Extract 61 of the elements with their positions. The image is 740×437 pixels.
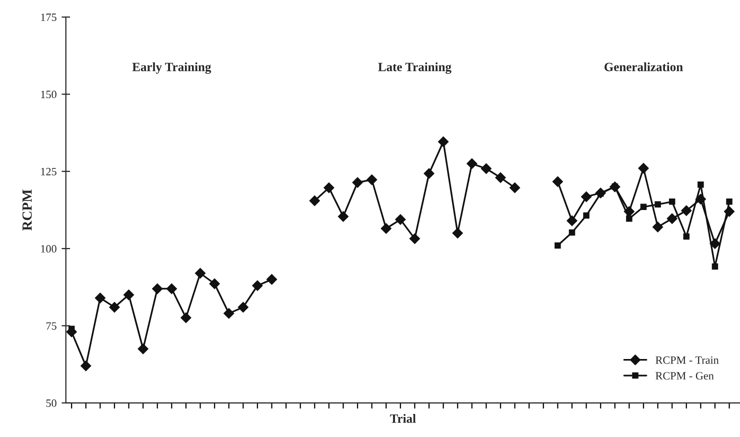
annotation: Early Training xyxy=(132,62,212,74)
point xyxy=(626,215,632,222)
point xyxy=(152,283,163,294)
point xyxy=(252,280,263,291)
y-tick-label: 150 xyxy=(41,90,56,98)
point xyxy=(552,176,563,187)
x-axis-title: Trial xyxy=(390,414,416,423)
point xyxy=(138,344,148,354)
point xyxy=(510,182,520,193)
point xyxy=(94,292,106,304)
point xyxy=(466,158,478,169)
point xyxy=(380,223,392,234)
point xyxy=(726,198,732,205)
point xyxy=(266,274,277,285)
annotation: Generalization xyxy=(604,62,683,72)
point xyxy=(583,212,590,219)
point xyxy=(195,268,206,278)
point xyxy=(698,182,704,188)
point xyxy=(481,163,492,174)
y-tick-label: 75 xyxy=(46,322,56,330)
point xyxy=(681,205,692,216)
point xyxy=(238,302,248,312)
point xyxy=(209,278,220,289)
point xyxy=(566,216,578,226)
point xyxy=(180,312,192,323)
point xyxy=(452,228,463,238)
y-tick-label: 50 xyxy=(46,399,56,407)
point xyxy=(109,302,120,312)
point xyxy=(668,198,676,205)
y-tick-label: 125 xyxy=(41,168,56,176)
point xyxy=(666,213,678,224)
point xyxy=(309,196,320,206)
point xyxy=(683,233,690,240)
y-axis-title: RCPM xyxy=(22,190,32,231)
point xyxy=(338,211,348,222)
point xyxy=(324,182,334,193)
annotation: Late Training xyxy=(378,62,452,74)
point xyxy=(712,263,718,270)
point xyxy=(224,308,234,319)
point xyxy=(366,174,378,185)
y-tick-label: 100 xyxy=(41,245,56,253)
point xyxy=(554,242,561,249)
legend-label: RCPM - Gen xyxy=(656,372,714,380)
point xyxy=(80,360,92,372)
point xyxy=(495,172,506,183)
point xyxy=(652,222,663,232)
point xyxy=(166,283,177,294)
point xyxy=(438,136,449,147)
point xyxy=(568,229,576,236)
point xyxy=(395,214,406,225)
legend-label: RCPM - Train xyxy=(656,356,719,364)
point xyxy=(352,177,363,188)
point xyxy=(638,163,649,174)
point xyxy=(424,168,434,179)
point xyxy=(710,238,720,249)
point xyxy=(581,191,592,202)
y-tick-label: 175 xyxy=(41,14,56,22)
point xyxy=(654,201,661,208)
point xyxy=(410,233,420,244)
point xyxy=(640,204,647,210)
point xyxy=(124,290,134,300)
